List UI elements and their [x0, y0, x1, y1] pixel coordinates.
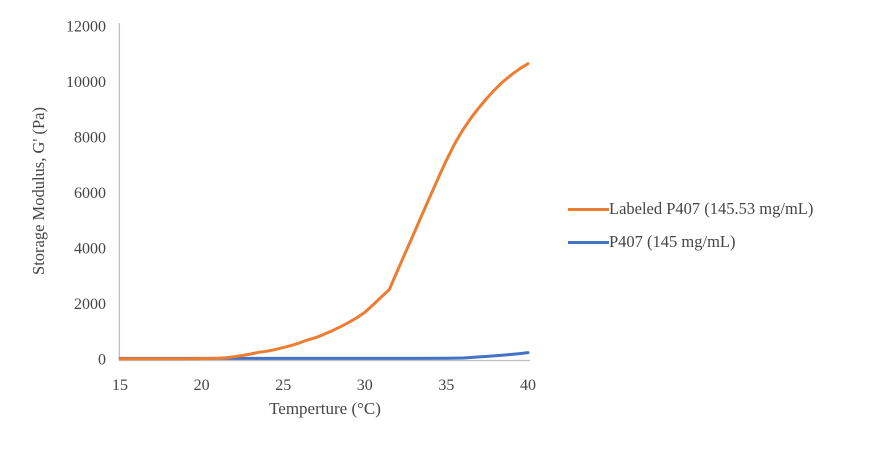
- series-line-labeled-p407: [118, 62, 530, 361]
- legend-line-swatch-orange: [568, 207, 609, 211]
- y-tick-label: 0: [98, 352, 106, 369]
- legend-label: P407 (145 mg/mL): [609, 232, 736, 251]
- x-tick-label: 15: [112, 377, 128, 394]
- y-tick-label: 2000: [74, 296, 106, 313]
- x-axis-title: Temperture (°C): [269, 399, 381, 418]
- y-tick-label: 4000: [74, 241, 106, 258]
- x-tick-label: 40: [520, 377, 536, 394]
- legend-item-labeled-p407: Labeled P407 (145.53 mg/mL): [568, 198, 813, 220]
- x-tick-label: 30: [357, 377, 373, 394]
- legend-label: Labeled P407 (145.53 mg/mL): [609, 199, 814, 218]
- series-line-p407: [118, 351, 530, 360]
- x-tick-label: 20: [194, 377, 210, 394]
- legend-line-swatch-blue: [568, 240, 609, 244]
- y-axis-title: Storage Modulus, G' (Pa): [29, 107, 48, 275]
- y-tick-label: 6000: [74, 185, 106, 202]
- y-tick-label: 8000: [74, 130, 106, 147]
- legend-item-p407: P407 (145 mg/mL): [568, 231, 813, 253]
- y-tick-label: 12000: [66, 19, 106, 36]
- x-tick-label: 25: [275, 377, 291, 394]
- legend: Labeled P407 (145.53 mg/mL) P407 (145 mg…: [568, 198, 813, 264]
- y-tick-label: 10000: [66, 74, 106, 91]
- x-tick-label: 35: [438, 377, 454, 394]
